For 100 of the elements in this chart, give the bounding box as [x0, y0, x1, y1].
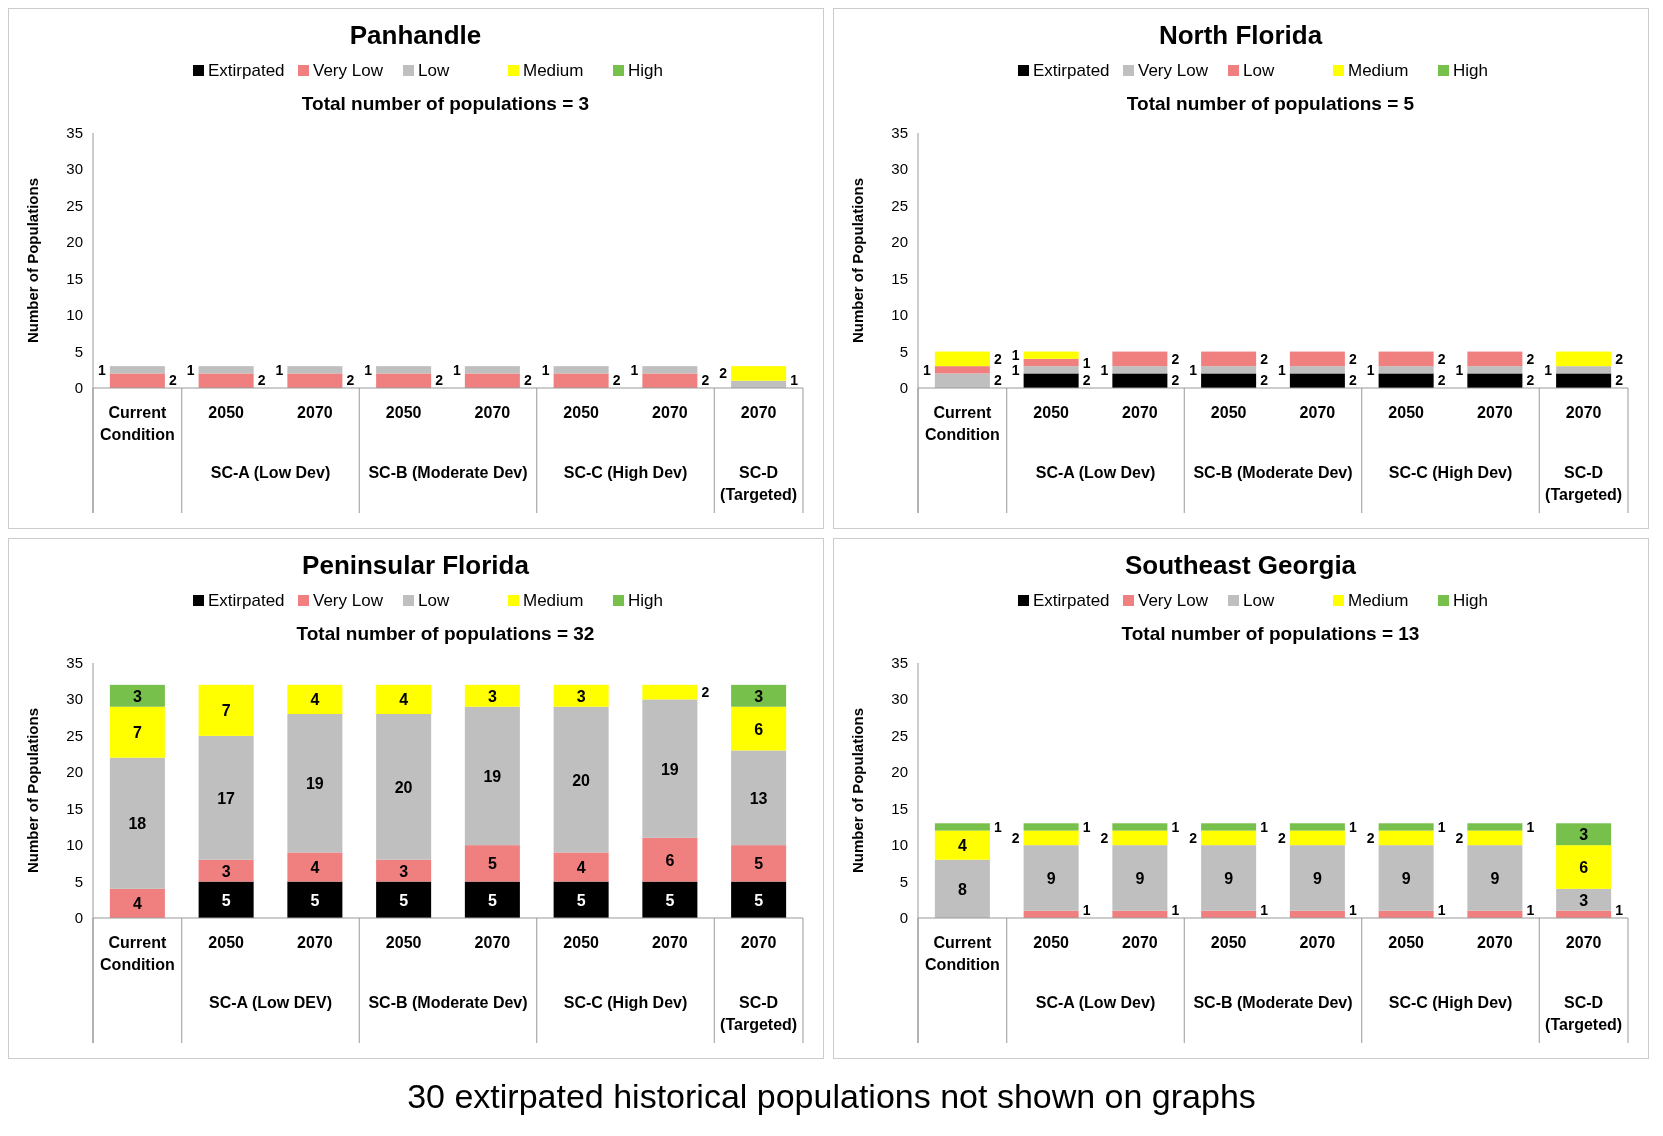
y-tick-label: 5 [74, 872, 83, 890]
x-tick-label: 2050 [208, 934, 245, 951]
x-tick-label: 2070 [474, 934, 511, 951]
bar [1112, 366, 1168, 374]
y-tick-label: 25 [891, 196, 908, 214]
data-label: 1 [186, 361, 195, 378]
data-label: 1 [1011, 346, 1020, 363]
data-label: 19 [660, 760, 679, 778]
text: SC-D (Targeted) [720, 994, 798, 1033]
bar [553, 881, 609, 918]
x-tick-label: 2050 [1210, 404, 1247, 421]
data-label: 2 [523, 372, 532, 388]
bar [376, 684, 432, 714]
bar [1201, 845, 1257, 911]
data-label: 1 [1348, 818, 1357, 835]
legend-label: Very Low [1138, 61, 1209, 80]
data-label: 4 [310, 859, 320, 876]
bar [1112, 823, 1168, 831]
y-tick-label: 0 [899, 909, 908, 926]
bar [464, 881, 520, 918]
legend-label: Medium [523, 591, 584, 610]
y-tick-label: 20 [891, 763, 908, 781]
data-label: 2 [1171, 372, 1180, 388]
data-label: 1 [1171, 902, 1180, 918]
bar [198, 859, 254, 882]
x-tick-label: 2050 [563, 934, 600, 951]
legend-label: Extirpated [1033, 61, 1110, 80]
data-label: 1 [1455, 361, 1464, 378]
bar [642, 881, 698, 918]
data-label: 1 [1082, 818, 1091, 835]
data-label: 2 [993, 372, 1002, 388]
bar [1556, 888, 1612, 911]
data-label: 2 [719, 365, 728, 382]
data-label: 3 [399, 862, 409, 880]
bar [1112, 845, 1168, 911]
data-label: 17 [217, 789, 236, 807]
bar [731, 684, 787, 707]
x-tick-label: 2070 [1299, 934, 1336, 951]
data-label: 2 [701, 372, 710, 388]
data-label: 2 [1455, 829, 1464, 846]
data-label: 3 [132, 687, 142, 705]
x-tick-label: 2070 [297, 404, 333, 421]
text: SC-A (Low Dev) [1035, 464, 1156, 481]
bar [934, 823, 990, 831]
bar [1378, 823, 1434, 831]
y-tick-label: 30 [66, 690, 83, 708]
data-label: 2 [346, 372, 355, 388]
x-tick-label: 2050 [1033, 404, 1070, 421]
y-tick-label: 5 [899, 872, 908, 890]
bar [376, 859, 432, 882]
data-label: 1 [1171, 818, 1180, 835]
bar [109, 757, 165, 889]
bar [1467, 845, 1523, 911]
bar [553, 684, 609, 707]
x-tick-label: 2050 [1388, 934, 1425, 951]
bar [1467, 823, 1523, 831]
bar [1467, 373, 1523, 388]
bar [1023, 830, 1079, 846]
bar [642, 837, 698, 882]
data-label: 1 [1366, 361, 1375, 378]
data-label: 9 [1046, 869, 1056, 887]
bar [553, 852, 609, 882]
bar [553, 706, 609, 853]
x-tick-label: 2050 [1033, 934, 1070, 951]
bar [1467, 366, 1523, 374]
data-label: 6 [1579, 859, 1589, 876]
x-tick-label: Current Condition [925, 404, 1000, 443]
data-label: 5 [221, 891, 231, 909]
text: SC-B (Moderate Dev) [1193, 994, 1353, 1011]
text: SC-D (Targeted) [1545, 464, 1623, 503]
bar [198, 684, 254, 736]
data-label: 5 [754, 855, 764, 873]
text: SC-A (Low Dev) [210, 464, 331, 481]
text: SC-A (Low Dev) [1035, 994, 1156, 1011]
x-tick-label: 2070 [652, 934, 688, 951]
data-label: 1 [1278, 361, 1287, 378]
data-label: 9 [1312, 869, 1322, 887]
y-tick-label: 15 [891, 799, 908, 817]
bar [1467, 351, 1523, 367]
x-tick-label: 2070 [740, 934, 777, 951]
data-label: 2 [1260, 372, 1269, 388]
y-tick-label: 30 [891, 160, 908, 178]
data-label: 1 [1260, 818, 1269, 835]
data-label: 6 [665, 851, 675, 869]
bar [1112, 373, 1168, 388]
data-label: 5 [487, 855, 497, 873]
data-label: 9 [1401, 869, 1411, 887]
data-label: 2 [1526, 372, 1535, 388]
x-tick-label: 2070 [1565, 934, 1602, 951]
data-label: 5 [487, 891, 497, 909]
bar [1023, 358, 1079, 367]
bar [1201, 830, 1257, 846]
data-label: 5 [665, 891, 675, 909]
data-label: 1 [98, 361, 107, 378]
bar [934, 830, 990, 860]
x-tick-label: 2070 [474, 404, 511, 421]
y-tick-label: 0 [74, 909, 83, 926]
data-label: 2 [1260, 350, 1269, 367]
bar [1289, 366, 1345, 374]
data-label: 1 [1082, 902, 1091, 918]
